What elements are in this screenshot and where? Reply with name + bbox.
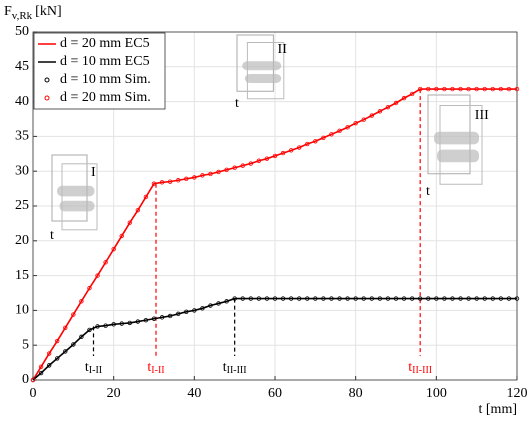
annotation-sub: I-II <box>89 365 102 376</box>
inset: II t <box>235 35 287 111</box>
x-tick-label: 40 <box>187 386 201 401</box>
inset: It <box>50 155 97 243</box>
annotation-label: tII-III <box>408 360 432 376</box>
y-tick-label: 45 <box>15 59 29 74</box>
inset-fastener <box>60 201 95 212</box>
inset-label: II <box>278 42 288 57</box>
inset-t-label: t <box>235 96 239 111</box>
annotation-sub: II-III <box>412 365 432 376</box>
inset-label: I <box>91 165 96 180</box>
y-tick-label: 50 <box>15 24 29 39</box>
y-label-sub: v,Rk <box>12 10 33 22</box>
y-tick-label: 35 <box>15 129 29 144</box>
legend-label: d = 10 mm Sim. <box>60 72 151 87</box>
y-axis-label: Fv,Rk[kN] <box>4 4 62 21</box>
legend-label: d = 20 mm EC5 <box>60 36 150 51</box>
y-tick-label: 20 <box>15 233 29 248</box>
legend-label: d = 20 mm Sim. <box>60 90 151 105</box>
inset-fastener <box>437 150 479 163</box>
inset-fastener <box>245 74 281 83</box>
inset: III t <box>426 95 489 199</box>
legend-label: d = 10 mm EC5 <box>60 54 150 69</box>
inset-t-label: t <box>426 184 430 199</box>
y-tick-label: 30 <box>15 163 29 178</box>
annotation-sub: I-II <box>151 365 164 376</box>
y-tick-label: 5 <box>22 337 29 352</box>
annotation-sub: II-III <box>227 365 247 376</box>
y-tick-label: 25 <box>15 198 29 213</box>
annotation-label: tI-II <box>147 360 164 376</box>
y-label-unit: [kN] <box>35 4 61 19</box>
x-tick-label: 20 <box>107 386 121 401</box>
y-tick-label: 10 <box>15 303 29 318</box>
y-label-main: F <box>4 4 12 19</box>
inset-fastener <box>242 61 281 70</box>
chart: Fv,Rk[kN] t [mm] 0 5 10 15 20 25 30 35 40 45 50 0 20… <box>0 0 531 421</box>
annotation-label: tI-II <box>85 360 102 376</box>
y-tick-label: 40 <box>15 94 29 109</box>
x-tick-label: 100 <box>426 386 447 401</box>
y-tick-label: 0 <box>22 372 29 387</box>
inset-fastener <box>434 132 479 145</box>
x-axis-label: t [mm] <box>479 402 518 417</box>
x-tick-label: 80 <box>349 386 363 401</box>
x-tick-label: 60 <box>268 386 282 401</box>
inset-t-label: t <box>50 228 54 243</box>
inset-label: III <box>475 108 489 123</box>
y-tick-label: 15 <box>15 268 29 283</box>
x-tick-label: 120 <box>507 386 528 401</box>
annotation-label: tII-III <box>223 360 247 376</box>
inset-fastener <box>57 186 95 197</box>
x-tick-label: 0 <box>30 386 37 401</box>
